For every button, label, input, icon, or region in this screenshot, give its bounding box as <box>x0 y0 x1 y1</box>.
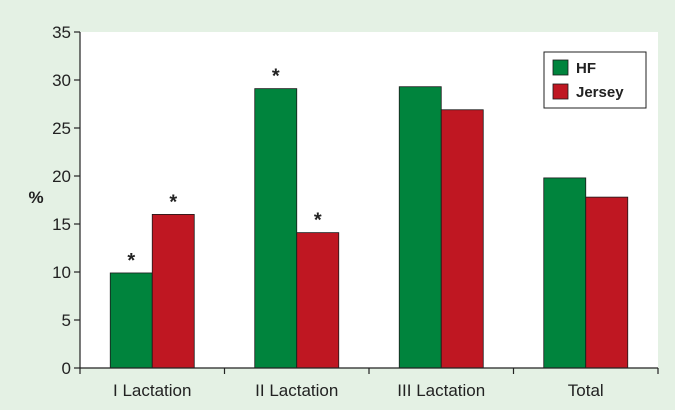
bar-hf <box>254 88 298 369</box>
x-category-label: II Lactation <box>255 381 338 400</box>
y-tick-label: 5 <box>62 311 71 330</box>
bar-hf <box>543 177 587 369</box>
bars-group <box>109 86 629 369</box>
x-category-label: I Lactation <box>113 381 191 400</box>
y-tick-label: 0 <box>62 359 71 378</box>
legend-label-jersey: Jersey <box>576 84 624 101</box>
bar-hf <box>109 272 153 369</box>
x-axis-ticks: I Lactation II Lactation III Lactation Tota… <box>79 368 659 400</box>
legend-swatch-jersey <box>552 83 569 100</box>
significance-star: * <box>127 250 135 272</box>
y-tick-label: 10 <box>52 263 71 282</box>
significance-star: * <box>314 210 322 232</box>
legend: HF Jersey <box>543 51 647 109</box>
y-tick-label: 20 <box>52 167 71 186</box>
significance-star: * <box>169 191 177 213</box>
y-axis-label: % <box>28 188 43 207</box>
bar-hf <box>398 86 442 369</box>
bar-jersey <box>296 232 340 369</box>
y-axis-ticks: 0 5 10 15 20 25 30 35 <box>52 23 80 378</box>
y-tick-label: 15 <box>52 215 71 234</box>
bar-jersey <box>440 109 484 369</box>
legend-label-hf: HF <box>576 60 596 77</box>
bar-jersey <box>151 213 195 369</box>
y-tick-label: 35 <box>52 23 71 42</box>
y-tick-label: 25 <box>52 119 71 138</box>
significance-markers: * * * * <box>127 66 322 272</box>
y-tick-label: 30 <box>52 71 71 90</box>
x-category-label: Total <box>568 381 604 400</box>
bar-jersey <box>585 196 629 369</box>
legend-swatch-hf <box>552 59 569 76</box>
significance-star: * <box>272 66 280 88</box>
x-category-label: III Lactation <box>397 381 485 400</box>
